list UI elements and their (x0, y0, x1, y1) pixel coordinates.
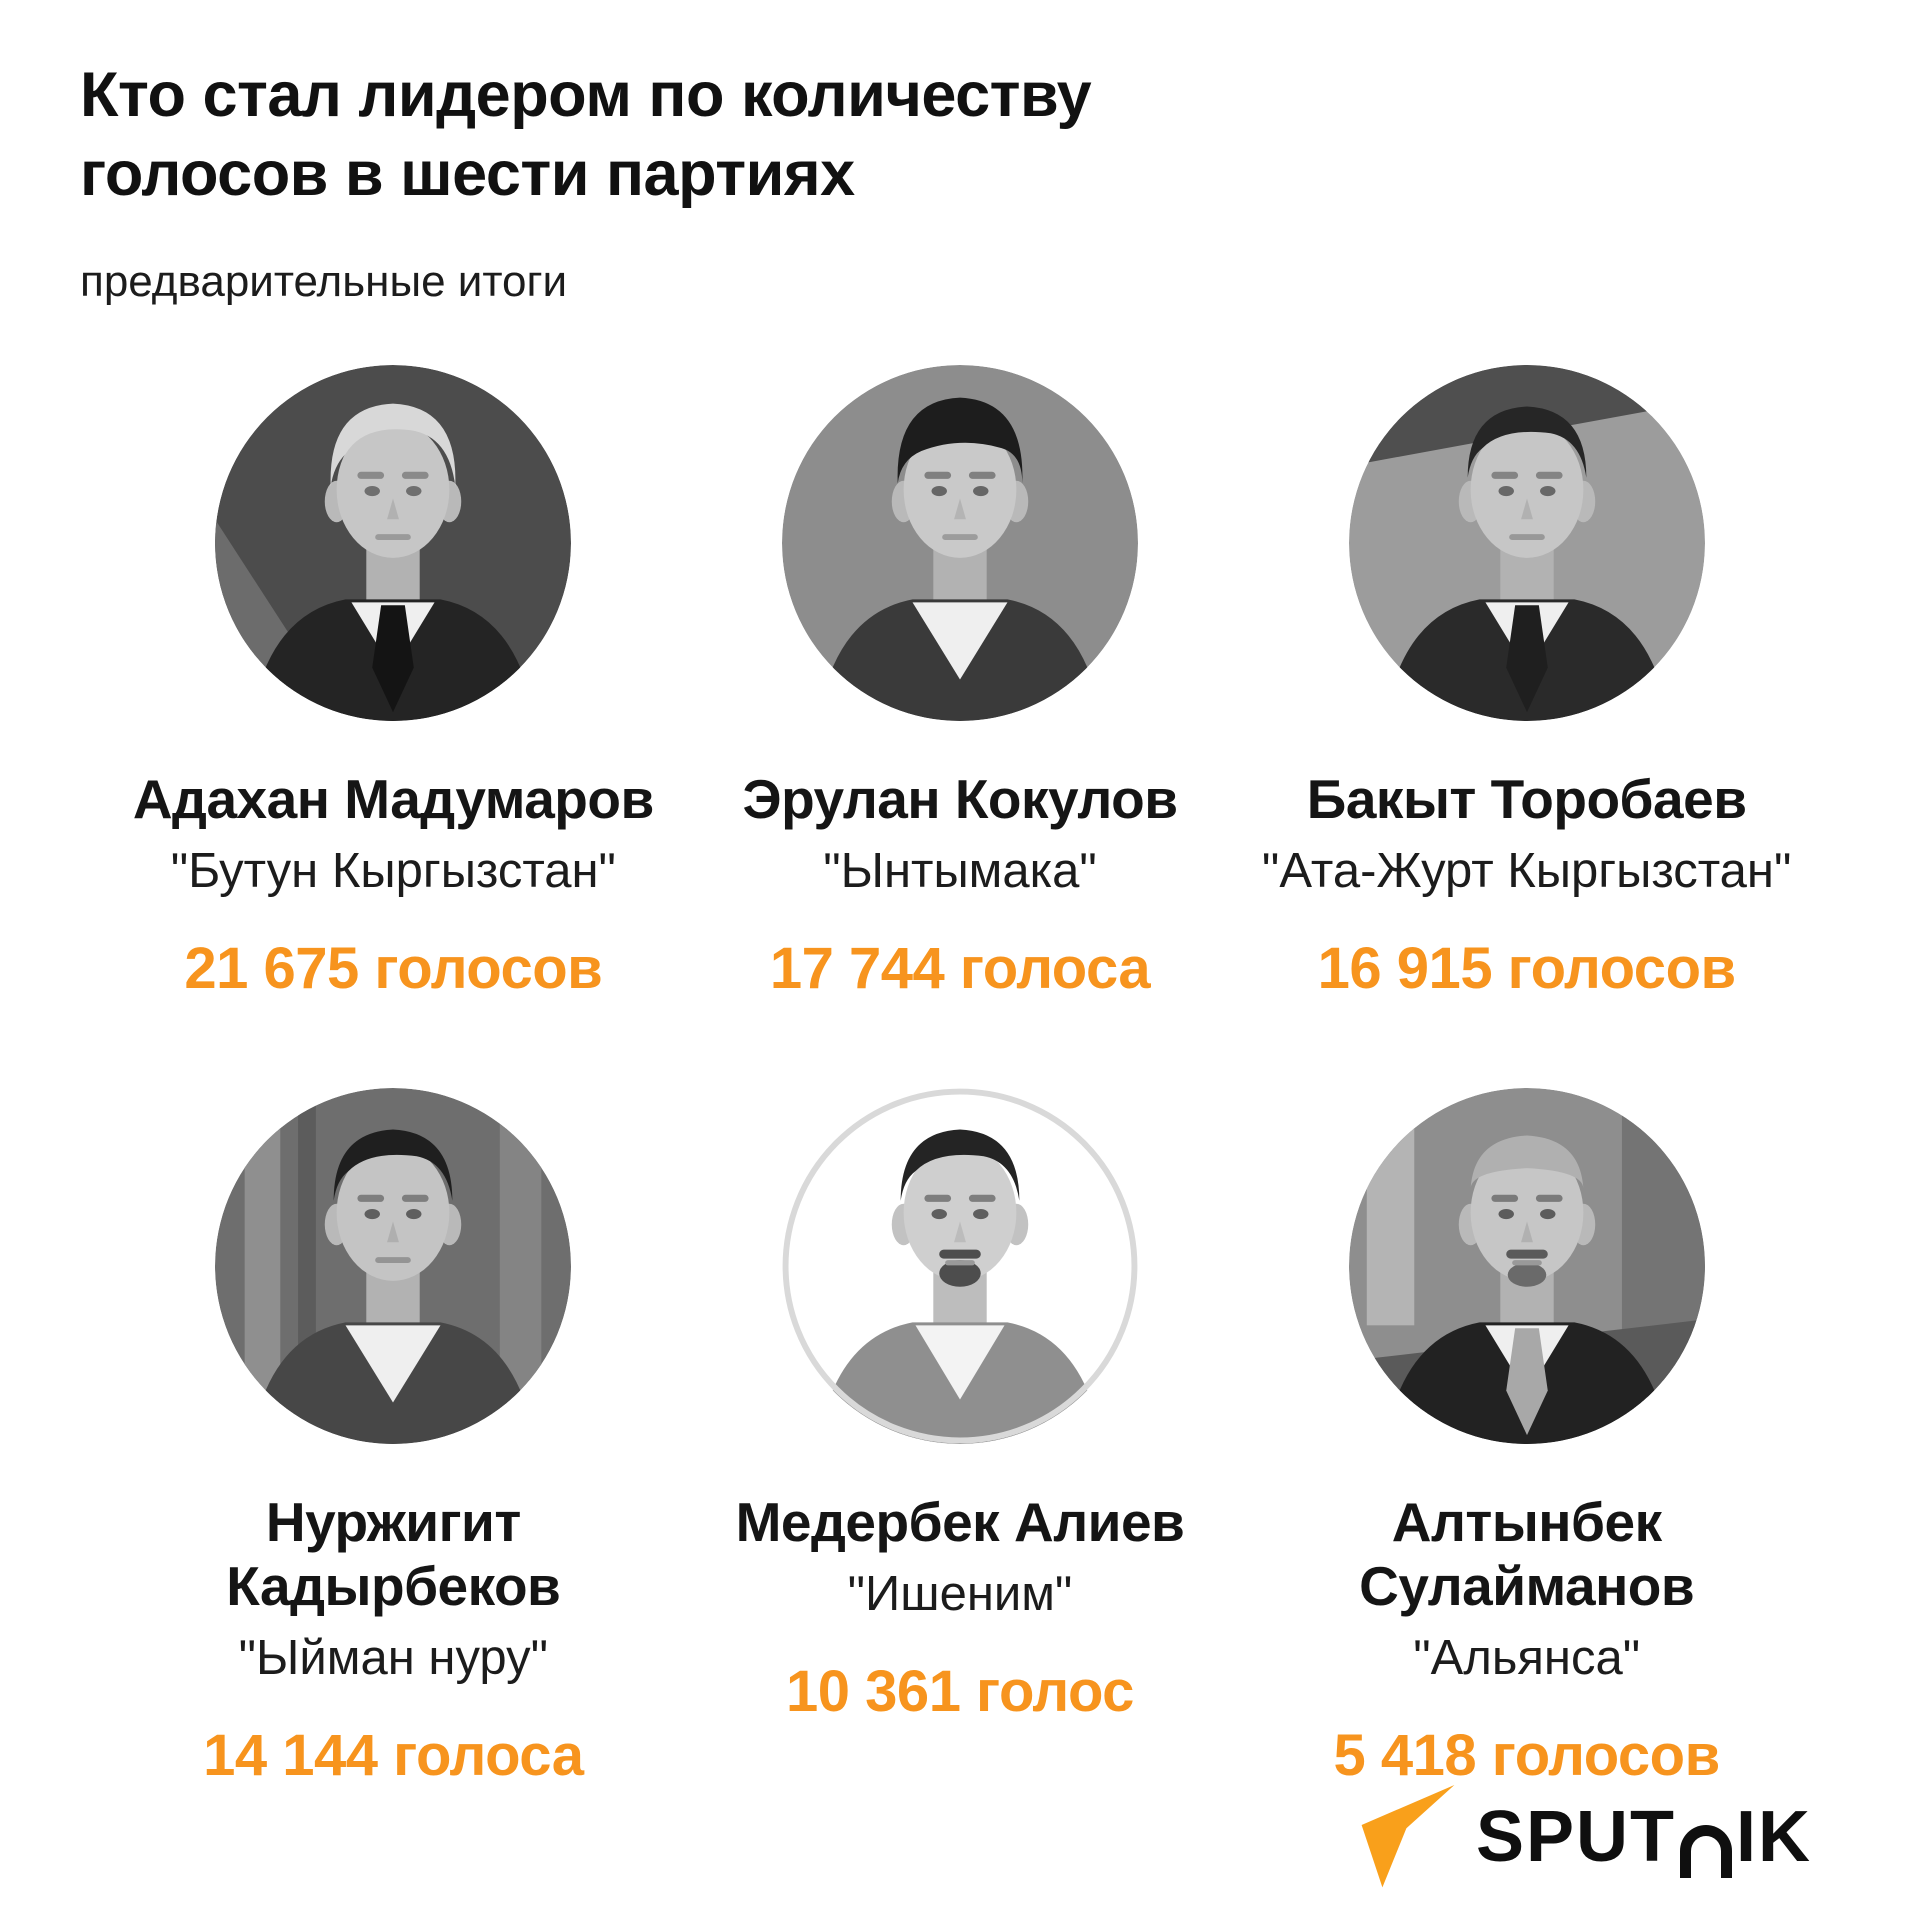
sputnik-logo: SPUT IK (1360, 1784, 1812, 1890)
candidate-party: "Ата-Журт Кыргызстан" (1261, 843, 1792, 898)
candidate-party: "Бутун Кыргызстан" (170, 843, 616, 898)
candidate-card: Эрулан Кокулов "Ынтымака" 17 744 голоса (677, 364, 1244, 1002)
sputnik-wordmark: SPUT IK (1476, 1796, 1812, 1878)
candidate-photo (781, 1087, 1138, 1444)
candidate-votes: 17 744 голоса (769, 935, 1151, 1001)
candidate-name: Медербек Алиев (735, 1490, 1185, 1553)
candidate-caption: Эрулан Кокулов "Ынтымака" 17 744 голоса (677, 721, 1244, 1002)
candidate-name: Эрулан Кокулов (742, 767, 1178, 830)
candidate-photo (1348, 364, 1705, 721)
candidate-party: "Ынтымака" (823, 843, 1097, 898)
candidate-card: Нуржигит Кадырбеков "Ыйман нуру" 14 144 … (110, 1087, 677, 1789)
sputnik-n-glyph-icon (1680, 1825, 1732, 1878)
candidate-name: Адахан Мадумаров (132, 767, 654, 830)
candidate-card: Адахан Мадумаров "Бутун Кыргызстан" 21 6… (110, 364, 677, 1002)
candidate-caption: Бакыт Торобаев "Ата-Журт Кыргызстан" 16 … (1243, 721, 1810, 1002)
candidate-caption: Нуржигит Кадырбеков "Ыйман нуру" 14 144 … (110, 1444, 677, 1789)
candidate-photo (1348, 1087, 1705, 1444)
candidate-party: "Альянса" (1413, 1630, 1641, 1685)
page-title: Кто стал лидером по количеству голосов в… (80, 60, 1092, 210)
candidate-caption: Медербек Алиев "Ишеним" 10 361 голос (677, 1444, 1244, 1725)
sputnik-wordmark-right: IK (1736, 1797, 1812, 1877)
candidate-card: Алтынбек Сулайманов "Альянса" 5 418 голо… (1243, 1087, 1810, 1789)
candidate-votes: 5 418 голосов (1333, 1722, 1721, 1788)
sputnik-flag-icon (1361, 1785, 1455, 1888)
page-subtitle: предварительные итоги (80, 256, 568, 306)
candidate-photo (781, 364, 1138, 721)
candidate-votes: 21 675 голосов (184, 935, 603, 1001)
candidates-grid: Адахан Мадумаров "Бутун Кыргызстан" 21 6… (110, 364, 1810, 1789)
candidate-party: "Ыйман нуру" (238, 1630, 549, 1685)
candidate-votes: 16 915 голосов (1317, 935, 1736, 1001)
candidate-name: Алтынбек Сулайманов (1359, 1490, 1695, 1617)
candidate-photo (215, 364, 572, 721)
sputnik-wordmark-left: SPUT (1475, 1797, 1676, 1877)
candidate-name: Нуржигит Кадырбеков (226, 1490, 561, 1617)
candidate-caption: Адахан Мадумаров "Бутун Кыргызстан" 21 6… (110, 721, 677, 1002)
candidate-votes: 14 144 голоса (203, 1722, 584, 1788)
candidate-name: Бакыт Торобаев (1306, 767, 1747, 830)
candidate-party: "Ишеним" (847, 1566, 1073, 1621)
candidate-card: Бакыт Торобаев "Ата-Журт Кыргызстан" 16 … (1243, 364, 1810, 1002)
candidate-photo (215, 1087, 572, 1444)
candidate-caption: Алтынбек Сулайманов "Альянса" 5 418 голо… (1243, 1444, 1810, 1789)
candidate-card: Медербек Алиев "Ишеним" 10 361 голос (677, 1087, 1244, 1789)
infographic: Кто стал лидером по количеству голосов в… (80, 60, 1810, 1789)
candidate-votes: 10 361 голос (786, 1658, 1134, 1724)
